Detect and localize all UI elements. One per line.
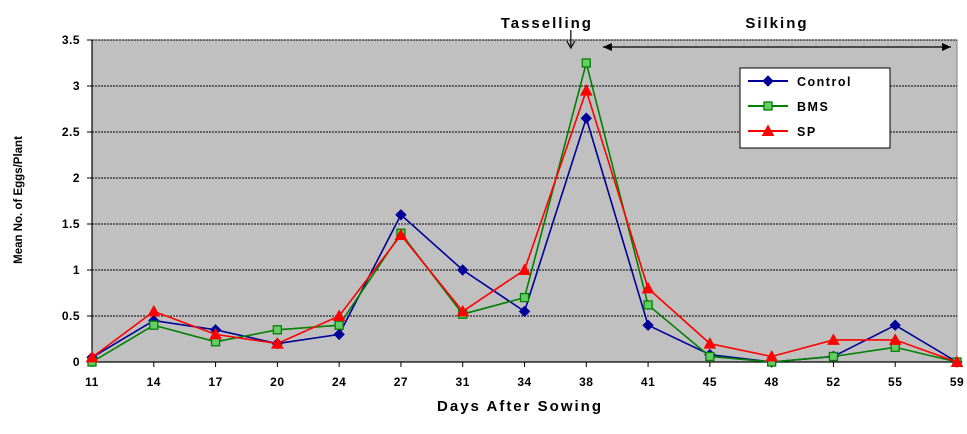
data-series — [85, 58, 964, 368]
silking-arrow-left — [602, 43, 612, 51]
y-tick-label: 3 — [73, 79, 80, 93]
x-tick-label: 45 — [703, 375, 717, 389]
legend-marker-control — [762, 75, 774, 87]
y-tick-label: 0.5 — [62, 309, 80, 323]
data-point-sp — [85, 350, 99, 363]
data-point-bms — [828, 351, 839, 362]
data-point-sp — [641, 281, 655, 294]
silking-label: Silking — [745, 15, 808, 32]
x-tick-label: 20 — [270, 375, 284, 389]
data-point-control — [889, 319, 901, 331]
x-tick-label: 31 — [456, 375, 470, 389]
tasselling-label: Tasselling — [501, 15, 593, 32]
data-point-bms — [519, 292, 530, 303]
y-tick-label: 2.5 — [62, 125, 80, 139]
legend-label-control: Control — [797, 75, 852, 89]
y-tick-label: 1 — [73, 263, 80, 277]
x-tick-label: 38 — [579, 375, 593, 389]
x-axis-title: Days After Sowing — [437, 398, 603, 415]
y-tick-label: 1.5 — [62, 217, 80, 231]
series-sp — [85, 84, 964, 367]
legend-marker-sp — [761, 124, 775, 136]
data-point-bms — [272, 325, 283, 335]
data-point-sp — [394, 228, 408, 241]
x-tick-label: 24 — [332, 375, 346, 389]
data-point-bms — [149, 320, 159, 330]
data-point-bms — [705, 351, 715, 362]
x-tick-label: 27 — [394, 375, 408, 389]
y-axis: 0 0.5 1 1.5 2 2.5 3 3.5 — [62, 33, 93, 369]
data-point-sp — [147, 304, 161, 317]
x-tick-label: 59 — [950, 375, 964, 389]
tasselling-arrow-head — [566, 40, 576, 50]
data-point-sp — [518, 263, 531, 275]
data-point-sp — [579, 84, 593, 96]
data-point-control — [518, 305, 531, 318]
x-tick-label: 14 — [147, 375, 161, 389]
data-point-sp — [332, 309, 346, 321]
legend-marker-bms — [763, 101, 773, 111]
y-axis-title: Mean No. of Eggs/Plant — [13, 136, 25, 264]
data-point-control — [580, 112, 592, 124]
data-point-control — [333, 328, 345, 341]
data-point-sp — [765, 349, 778, 362]
legend-label-sp: SP — [797, 125, 817, 139]
data-point-bms — [581, 58, 591, 68]
x-tick-label: 48 — [764, 375, 778, 389]
x-tick-label: 52 — [826, 375, 840, 389]
x-tick-label: 17 — [208, 375, 222, 389]
phase-annotations: Tasselling Silking — [501, 15, 951, 51]
legend: Control BMS SP — [739, 67, 891, 149]
y-tick-label: 0 — [73, 355, 80, 369]
data-point-sp — [209, 327, 222, 340]
x-tick-label: 55 — [888, 375, 902, 389]
data-point-sp — [703, 337, 717, 349]
x-tick-label: 41 — [641, 375, 655, 389]
data-point-sp — [271, 337, 284, 349]
x-tick-label: 34 — [517, 375, 531, 389]
y-tick-label: 3.5 — [62, 33, 80, 47]
y-tick-label: 2 — [73, 171, 80, 185]
data-point-control — [642, 319, 654, 331]
x-axis: 11 14 17 20 24 27 31 34 38 41 45 48 52 55 59 — [85, 361, 964, 389]
data-point-sp — [456, 304, 470, 317]
data-point-sp — [950, 355, 964, 367]
data-point-control — [395, 209, 407, 221]
data-point-sp — [827, 333, 840, 345]
data-point-bms — [334, 320, 344, 330]
silking-arrow-right — [942, 43, 951, 51]
legend-label-bms: BMS — [797, 100, 829, 114]
x-tick-label: 11 — [85, 375, 99, 389]
data-point-bms — [643, 300, 653, 310]
data-point-sp — [888, 333, 902, 345]
data-point-control — [457, 264, 469, 276]
